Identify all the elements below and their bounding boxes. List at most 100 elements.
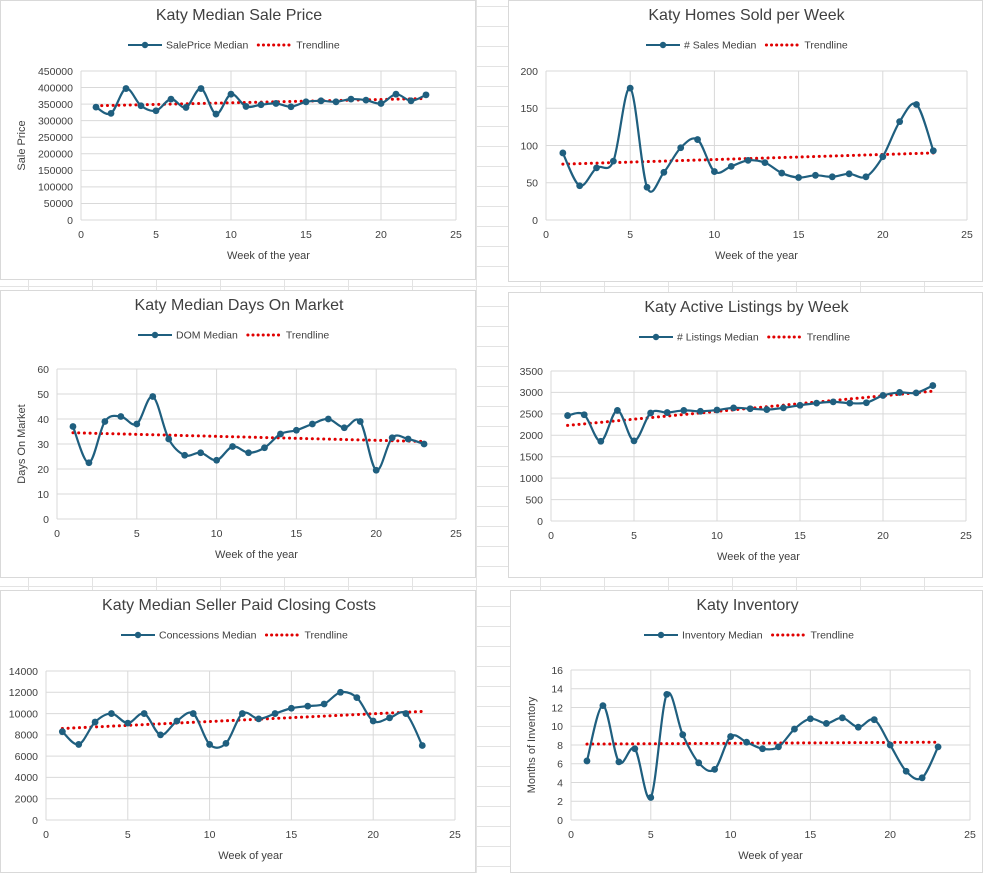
data-point-week-14[interactable] xyxy=(287,103,295,111)
data-point-week-16[interactable] xyxy=(813,399,820,407)
data-point-week-7[interactable] xyxy=(165,435,173,443)
data-point-week-16[interactable] xyxy=(317,97,325,105)
data-point-week-20[interactable] xyxy=(886,741,894,749)
data-point-week-23[interactable] xyxy=(420,440,428,448)
data-point-week-12[interactable] xyxy=(759,745,766,753)
data-point-week-21[interactable] xyxy=(902,767,910,775)
data-point-week-15[interactable] xyxy=(288,704,295,712)
data-point-week-11[interactable] xyxy=(229,443,236,450)
data-point-week-12[interactable] xyxy=(245,449,252,457)
data-point-week-6[interactable] xyxy=(140,710,148,717)
data-point-week-4[interactable] xyxy=(631,745,639,753)
data-point-week-18[interactable] xyxy=(846,399,854,407)
data-point-week-4[interactable] xyxy=(614,407,621,414)
data-point-week-20[interactable] xyxy=(879,392,887,399)
data-point-week-22[interactable] xyxy=(407,97,415,105)
data-point-week-2[interactable] xyxy=(75,741,83,748)
data-point-week-2[interactable] xyxy=(107,109,115,117)
data-point-week-16[interactable] xyxy=(812,171,819,179)
data-point-week-4[interactable] xyxy=(117,413,125,420)
data-point-week-23[interactable] xyxy=(422,91,430,99)
data-point-week-2[interactable] xyxy=(85,459,93,467)
data-point-week-20[interactable] xyxy=(372,466,380,474)
data-point-week-1[interactable] xyxy=(564,412,571,419)
data-point-week-11[interactable] xyxy=(727,162,735,170)
data-point-week-11[interactable] xyxy=(222,739,230,747)
data-point-week-14[interactable] xyxy=(271,710,279,717)
data-point-week-10[interactable] xyxy=(711,168,718,175)
data-point-week-18[interactable] xyxy=(347,95,355,103)
data-point-week-13[interactable] xyxy=(255,715,263,723)
data-point-week-14[interactable] xyxy=(780,404,787,412)
data-point-week-20[interactable] xyxy=(879,153,887,161)
data-point-week-7[interactable] xyxy=(663,409,671,416)
data-point-week-9[interactable] xyxy=(694,136,701,143)
data-point-week-4[interactable] xyxy=(609,157,617,165)
data-point-week-8[interactable] xyxy=(197,85,205,92)
data-point-week-11[interactable] xyxy=(743,738,750,746)
data-point-week-14[interactable] xyxy=(778,169,786,177)
data-point-week-8[interactable] xyxy=(677,144,685,152)
data-point-week-23[interactable] xyxy=(929,147,937,155)
data-point-week-5[interactable] xyxy=(133,420,141,428)
data-point-week-5[interactable] xyxy=(626,84,634,92)
data-point-week-22[interactable] xyxy=(912,389,920,397)
data-point-week-15[interactable] xyxy=(796,401,804,409)
data-point-week-23[interactable] xyxy=(934,743,942,751)
data-point-week-2[interactable] xyxy=(580,411,588,419)
data-point-week-11[interactable] xyxy=(730,404,737,412)
data-point-week-19[interactable] xyxy=(356,418,364,425)
data-point-week-20[interactable] xyxy=(377,100,385,107)
data-point-week-21[interactable] xyxy=(896,389,903,396)
data-point-week-7[interactable] xyxy=(182,104,190,111)
data-point-week-3[interactable] xyxy=(597,437,605,445)
data-point-week-6[interactable] xyxy=(663,690,671,698)
data-point-week-22[interactable] xyxy=(404,435,412,443)
data-point-week-15[interactable] xyxy=(293,426,300,434)
data-point-week-13[interactable] xyxy=(761,159,769,167)
data-point-week-23[interactable] xyxy=(418,742,426,749)
data-point-week-21[interactable] xyxy=(388,434,396,442)
data-point-week-9[interactable] xyxy=(189,710,197,717)
chart-sale-price[interactable]: Katy Median Sale Price SalePrice Median Tr… xyxy=(0,0,476,280)
data-point-week-16[interactable] xyxy=(308,420,316,428)
data-point-week-9[interactable] xyxy=(711,765,719,773)
data-point-week-9[interactable] xyxy=(212,110,220,118)
data-point-week-19[interactable] xyxy=(870,716,878,724)
data-point-week-2[interactable] xyxy=(599,702,607,710)
data-point-week-1[interactable] xyxy=(69,423,77,430)
data-point-week-12[interactable] xyxy=(238,710,246,717)
data-point-week-6[interactable] xyxy=(149,393,157,400)
data-point-week-21[interactable] xyxy=(392,90,400,98)
data-point-week-15[interactable] xyxy=(302,98,310,106)
data-point-week-6[interactable] xyxy=(647,409,654,417)
data-point-week-11[interactable] xyxy=(242,103,250,110)
data-point-week-12[interactable] xyxy=(257,101,265,109)
data-point-week-6[interactable] xyxy=(167,95,175,103)
data-point-week-18[interactable] xyxy=(845,170,853,178)
data-point-week-10[interactable] xyxy=(213,456,221,464)
data-point-week-17[interactable] xyxy=(320,700,328,708)
data-point-week-19[interactable] xyxy=(862,173,870,181)
data-point-week-17[interactable] xyxy=(828,173,836,181)
data-point-week-13[interactable] xyxy=(261,444,268,452)
chart-closing-costs[interactable]: Katy Median Seller Paid Closing Costs Con… xyxy=(0,590,476,873)
data-point-week-15[interactable] xyxy=(795,174,802,181)
data-point-week-4[interactable] xyxy=(108,710,115,717)
data-point-week-22[interactable] xyxy=(918,774,926,782)
data-point-week-19[interactable] xyxy=(353,694,361,702)
data-point-week-5[interactable] xyxy=(124,719,132,727)
data-point-week-21[interactable] xyxy=(896,118,904,126)
data-point-week-4[interactable] xyxy=(137,102,145,110)
data-point-week-13[interactable] xyxy=(775,743,782,751)
data-point-week-15[interactable] xyxy=(807,715,814,723)
data-point-week-16[interactable] xyxy=(822,720,830,727)
data-point-week-12[interactable] xyxy=(746,405,754,413)
data-point-week-10[interactable] xyxy=(713,406,721,414)
data-point-week-20[interactable] xyxy=(369,717,377,725)
data-point-week-22[interactable] xyxy=(402,710,410,717)
data-point-week-18[interactable] xyxy=(337,688,344,696)
data-point-week-3[interactable] xyxy=(101,418,109,425)
data-point-week-23[interactable] xyxy=(929,382,937,389)
data-point-week-3[interactable] xyxy=(593,164,600,172)
